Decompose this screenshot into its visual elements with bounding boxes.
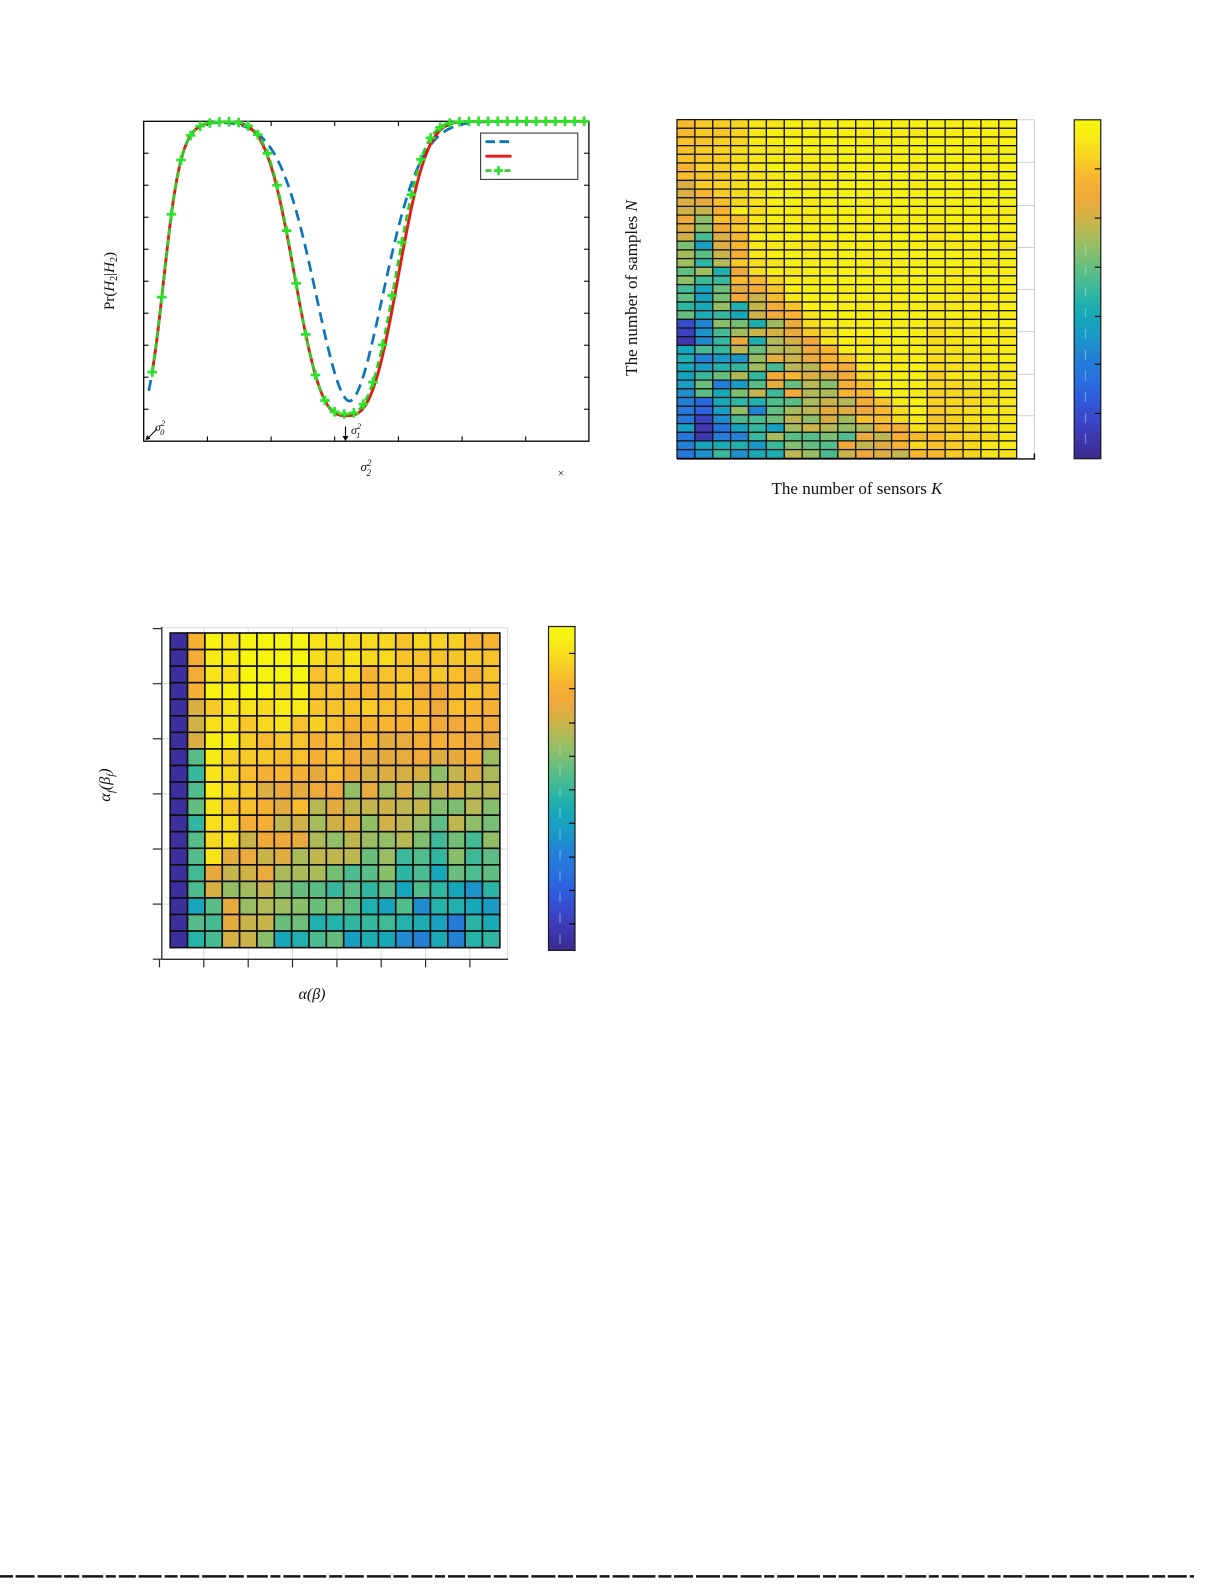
svg-text:Pr(H2|H2): Pr(H2|H2) [102, 252, 120, 310]
svg-text:The number of samples N: The number of samples N [622, 199, 641, 376]
svg-text:σ22: σ2 2 [361, 458, 372, 478]
svg-text:The number of sensors K: The number of sensors K [772, 479, 945, 498]
svg-text:α(β): α(β) [298, 986, 325, 1003]
svg-text:αf(βf): αf(βf) [97, 768, 117, 801]
svg-text:σ21: σ2 1 [351, 421, 362, 440]
svg-text:×: × [558, 466, 565, 480]
svg-text:σ20: σ2 0 [155, 418, 166, 437]
